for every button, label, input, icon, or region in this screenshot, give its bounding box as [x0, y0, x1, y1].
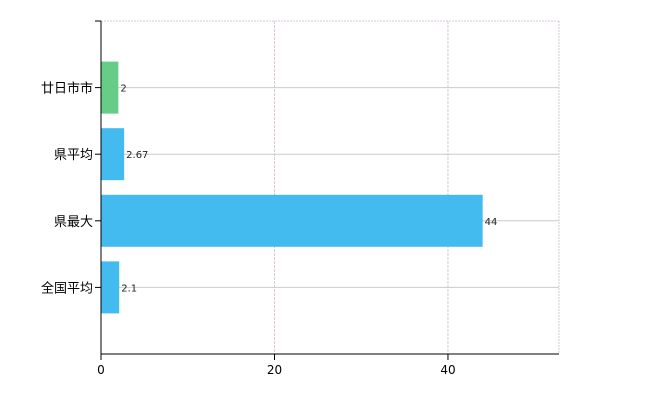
- bar-3: [101, 261, 120, 314]
- x-tick-label-0: 0: [97, 363, 105, 377]
- bar-0: [101, 61, 119, 114]
- category-label-2: 県最大: [54, 215, 93, 230]
- data-label-3: 2.1: [121, 283, 137, 294]
- category-label-0: 廿日市市: [41, 81, 93, 97]
- x-tick-label-2: 40: [440, 363, 455, 377]
- category-label-3: 全国平均: [41, 280, 93, 296]
- bar-2: [101, 194, 483, 247]
- category-label-1: 県平均: [54, 148, 93, 163]
- bar-1: [101, 128, 125, 181]
- data-label-1: 2.67: [126, 150, 148, 161]
- data-label-0: 2: [120, 84, 126, 95]
- data-label-2: 44: [485, 217, 498, 228]
- x-tick-label-1: 20: [267, 363, 282, 377]
